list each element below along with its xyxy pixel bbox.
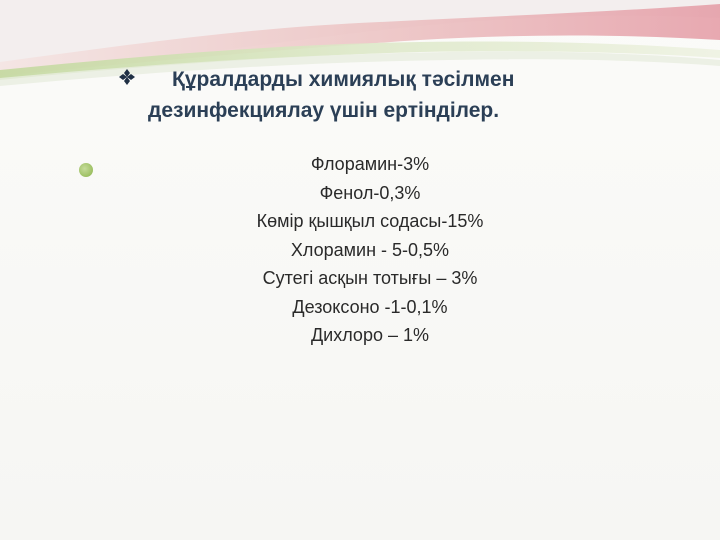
list-item: Дезоксоно -1-0,1% <box>292 296 448 317</box>
title-line-1: Құралдарды химиялық тәсілмен <box>172 68 515 91</box>
list-item: Фенол-0,3% <box>319 182 421 203</box>
solutions-list: Флорамин-3% Фенол-0,3% Көмір қышқыл сода… <box>170 150 570 350</box>
green-dot-icon <box>79 163 93 177</box>
slide-title: Құралдарды химиялық тәсілмен дезинфекция… <box>148 64 668 126</box>
list-item: Хлорамин - 5-0,5% <box>290 239 450 260</box>
list-item: Көмір қышқыл содасы-15% <box>256 211 484 231</box>
diamond-bullet-icon <box>119 69 135 85</box>
header-wave-decoration <box>0 0 720 86</box>
list-item: Дихлоро – 1% <box>310 325 429 345</box>
list-item: Флорамин-3% <box>310 154 430 174</box>
list-item: Сутегі асқын тотығы – 3% <box>262 268 478 288</box>
title-line-2: дезинфекциялау үшін ертінділер. <box>148 99 500 122</box>
